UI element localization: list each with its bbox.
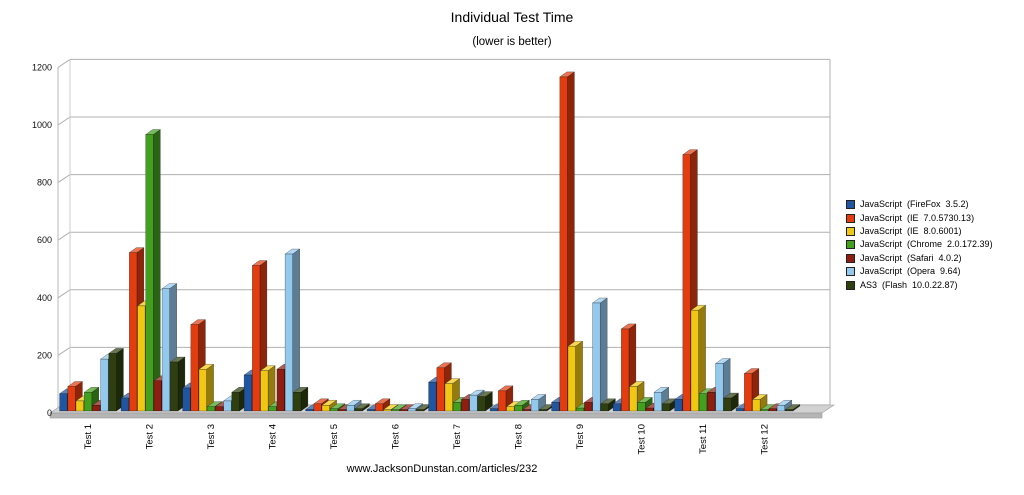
legend-label: JavaScript (Safari 4.0.2): [860, 252, 962, 263]
x-axis-category-label: Test 9: [575, 424, 586, 449]
legend-item: JavaScript (Safari 4.0.2): [846, 252, 993, 265]
bar: [259, 365, 276, 412]
chart-footer-url: www.JacksonDunstan.com/articles/232: [346, 463, 538, 475]
legend-label: AS3 (Flash 10.0.22.87): [860, 279, 958, 290]
y-axis-tick-label: 0: [47, 408, 52, 418]
legend-item: JavaScript (IE 8.0.6001): [846, 225, 993, 238]
bar-group: [550, 71, 617, 412]
legend-color-swatch: [846, 200, 855, 210]
x-axis-category-label: Test 12: [760, 424, 771, 455]
chart-title: Individual Test Time: [450, 9, 574, 25]
legend-label: JavaScript (IE 8.0.6001): [860, 225, 962, 236]
bar-group: [243, 248, 309, 412]
x-axis-category-label: Test 8: [514, 424, 525, 449]
bar: [292, 386, 309, 412]
y-axis-tick-label: 800: [37, 178, 52, 188]
legend-item: JavaScript (IE 7.0.5730.13): [846, 211, 993, 224]
x-axis-category-label: Test 7: [452, 424, 463, 449]
y-axis-tick-label: 600: [37, 235, 52, 245]
chart-subtitle: (lower is better): [472, 36, 552, 48]
chart-floor-front-edge: [49, 412, 823, 419]
legend-color-swatch: [846, 267, 855, 277]
legend-color-swatch: [846, 253, 855, 263]
bar: [284, 248, 301, 412]
bar-group: [304, 398, 371, 412]
bar-group: [489, 385, 555, 412]
legend-label: JavaScript (IE 7.0.5730.13): [860, 212, 975, 223]
chart-legend: JavaScript (FireFox 3.5.2) JavaScript (IE…: [846, 198, 993, 292]
left-wall-gridline: [57, 346, 71, 356]
left-wall-gridline: [57, 116, 71, 126]
left-wall-gridline: [57, 289, 71, 299]
x-axis-category-label: Test 11: [698, 424, 709, 454]
x-axis-category-label: Test 10: [637, 424, 648, 455]
x-axis-category-label: Test 3: [206, 424, 217, 449]
bar: [477, 391, 494, 412]
x-axis-category-label: Test 6: [391, 424, 402, 449]
bar-group: [427, 362, 494, 412]
bar: [784, 404, 801, 412]
left-wall-gridline: [57, 58, 71, 68]
legend-item: AS3 (Flash 10.0.22.87): [846, 278, 993, 291]
bar: [374, 398, 391, 412]
legend-label: JavaScript (FireFox 3.5.2): [860, 199, 969, 210]
legend-item: JavaScript (Opera 9.64): [846, 265, 993, 278]
bar: [723, 392, 740, 412]
bar: [108, 347, 125, 412]
legend-item: JavaScript (FireFox 3.5.2): [846, 198, 993, 211]
bar: [354, 403, 371, 412]
legend-color-swatch: [846, 213, 855, 223]
bar: [776, 399, 793, 412]
bar-group: [366, 398, 432, 412]
bar-group: [673, 149, 740, 412]
bar-group: [58, 347, 125, 412]
x-axis-category-label: Test 4: [268, 424, 279, 449]
bar: [567, 340, 584, 412]
bar-group: [120, 129, 186, 412]
bar: [559, 71, 576, 412]
legend-color-swatch: [846, 226, 855, 236]
bar-group: [612, 323, 678, 412]
y-axis-tick-label: 1000: [32, 120, 52, 130]
y-axis-tick-label: 400: [37, 293, 52, 303]
bar: [198, 363, 215, 412]
bar-group: [181, 319, 248, 412]
bar-group: [735, 368, 801, 412]
bar: [591, 297, 608, 412]
legend-color-swatch: [846, 240, 855, 250]
legend-item: JavaScript (Chrome 2.0.172.39): [846, 238, 993, 251]
left-wall-gridline: [57, 174, 71, 184]
legend-color-swatch: [846, 280, 855, 290]
left-wall-gridline: [57, 231, 71, 241]
x-axis-category-label: Test 2: [145, 424, 156, 449]
x-axis-category-label: Test 5: [329, 424, 340, 449]
legend-label: JavaScript (Opera 9.64): [860, 266, 961, 277]
y-axis-tick-label: 1200: [32, 62, 52, 72]
y-axis-tick-label: 200: [37, 350, 52, 360]
legend-label: JavaScript (Chrome 2.0.172.39): [860, 239, 993, 250]
bar: [144, 129, 162, 412]
bar: [600, 398, 617, 412]
x-axis-category-label: Test 1: [83, 424, 94, 449]
